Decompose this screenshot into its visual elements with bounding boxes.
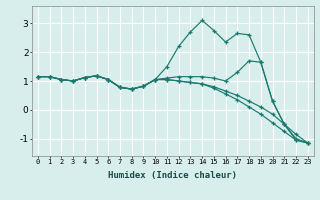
X-axis label: Humidex (Indice chaleur): Humidex (Indice chaleur) <box>108 171 237 180</box>
